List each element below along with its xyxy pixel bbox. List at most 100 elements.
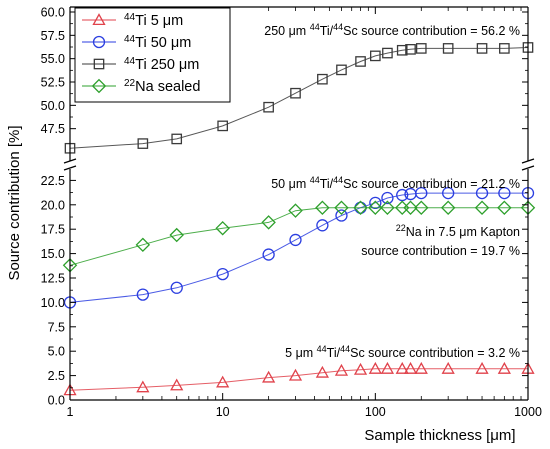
series-point: [497, 361, 511, 374]
series-point: [476, 43, 488, 54]
legend-swatch-marker: [92, 35, 106, 49]
series-point: [170, 281, 183, 294]
series-point: [355, 56, 366, 67]
legend-entry-0: 44Ti 5 μm: [82, 12, 183, 29]
series-point: [474, 200, 490, 215]
series-point: [317, 73, 328, 85]
x-axis-title: Sample thickness [μm]: [364, 427, 515, 444]
series-3: [62, 200, 536, 273]
annotations: 250 μm 44Ti/44Sc source contribution = 5…: [264, 22, 520, 360]
series-point: [170, 378, 184, 391]
y-tick-label: 2.5: [48, 369, 65, 383]
series-point: [315, 200, 330, 215]
series-point: [335, 209, 348, 222]
legend-label: 44Ti 50 μm: [124, 34, 191, 51]
y-axis-break-mark-right-lower: [521, 165, 535, 171]
series-layer: [62, 42, 536, 396]
legend-swatch-marker: [93, 58, 105, 70]
legend-swatch-marker: [91, 78, 107, 94]
series-point: [440, 200, 456, 215]
series-point: [369, 196, 382, 209]
legend-entry-2: 44Ti 250 μm: [82, 56, 199, 73]
series-point: [288, 203, 303, 218]
series-point: [315, 365, 329, 378]
series-point: [136, 380, 150, 393]
series-point: [475, 361, 489, 374]
legend: 44Ti 5 μm 44Ti 50 μm 44Ti 250 μm 22Na seale…: [74, 7, 231, 103]
series-0: [63, 361, 535, 396]
series-point: [336, 64, 347, 76]
y-axis-break-gap-right: [520, 161, 536, 169]
series-point: [414, 361, 428, 374]
annotation-text: 250 μm 44Ti/44Sc source contribution = 5…: [264, 22, 520, 38]
y-tick-label: 10.0: [41, 296, 65, 310]
y-tick-label: 0.0: [48, 394, 65, 408]
series-point: [475, 186, 489, 200]
series-point: [289, 233, 302, 247]
y-axis-break-mark-left-lower: [63, 165, 77, 171]
series-point: [380, 200, 395, 215]
axis-ticks: 1 10 100 1000 0.0 2.5 5.0 7.5 10.0 12.5 15.0 17.5 20…: [41, 6, 542, 420]
series-2: [64, 42, 534, 154]
series-point: [405, 44, 416, 55]
series-point: [290, 87, 301, 99]
series-point: [499, 43, 510, 54]
y-tick-label: 57.5: [41, 29, 65, 43]
series-point: [316, 219, 329, 232]
series-point: [262, 248, 275, 261]
series-point: [370, 50, 381, 62]
series-point: [216, 375, 230, 388]
axes-frame: [62, 6, 536, 401]
series-point: [497, 200, 512, 215]
y-tick-label: 5.0: [48, 345, 65, 359]
series-point: [169, 227, 184, 243]
series-point: [353, 200, 368, 215]
y-axis-break-mark-right-upper: [521, 158, 535, 164]
series-point: [171, 133, 183, 145]
y-tick-label: 15.0: [41, 247, 65, 261]
legend-entry-1: 44Ti 50 μm: [82, 34, 191, 51]
series-point: [217, 120, 228, 132]
series-point: [288, 368, 303, 381]
x-tick-label: 1: [67, 405, 74, 419]
y-tick-label: 12.5: [41, 272, 65, 286]
legend-label: 44Ti 5 μm: [124, 12, 183, 29]
series-point: [368, 200, 383, 215]
series-point: [382, 47, 393, 59]
x-tick-label: 100: [365, 405, 386, 419]
series-point: [415, 186, 428, 200]
series-point: [395, 361, 409, 374]
series-point: [215, 220, 230, 236]
series-point: [262, 370, 276, 383]
series-point: [381, 191, 394, 205]
series-point: [403, 361, 418, 374]
y-tick-label: 60.0: [41, 6, 65, 20]
series-point: [380, 361, 395, 374]
series-point: [136, 288, 149, 301]
series-point: [135, 237, 151, 253]
annotation-text: 5 μm 44Ti/44Sc source contribution = 3.2…: [285, 344, 520, 360]
x-tick-label: 1000: [514, 405, 542, 419]
y-tick-label: 50.0: [41, 99, 65, 113]
y-tick-label: 47.5: [41, 122, 65, 136]
y-tick-label: 52.5: [41, 76, 65, 90]
series-point: [334, 363, 349, 376]
series-point: [334, 200, 349, 215]
series-point: [498, 186, 511, 200]
series-point: [137, 138, 149, 149]
series-point: [442, 186, 455, 200]
legend-entry-3: 22Na sealed: [82, 78, 200, 95]
series-point: [442, 43, 454, 54]
series-line: [69, 368, 528, 391]
y-tick-label: 55.0: [41, 52, 65, 66]
legend-label: 44Ti 250 μm: [124, 56, 199, 73]
y-tick-label: 20.0: [41, 198, 65, 212]
annotation-text: 50 μm 44Ti/44Sc source contribution = 21…: [271, 175, 520, 191]
series-point: [261, 215, 276, 230]
series-line: [69, 47, 529, 149]
y-tick-label: 22.5: [41, 174, 65, 188]
y-axis-break-mark-left-upper: [63, 158, 77, 164]
series-point: [353, 362, 368, 375]
y-tick-label: 17.5: [41, 223, 65, 237]
